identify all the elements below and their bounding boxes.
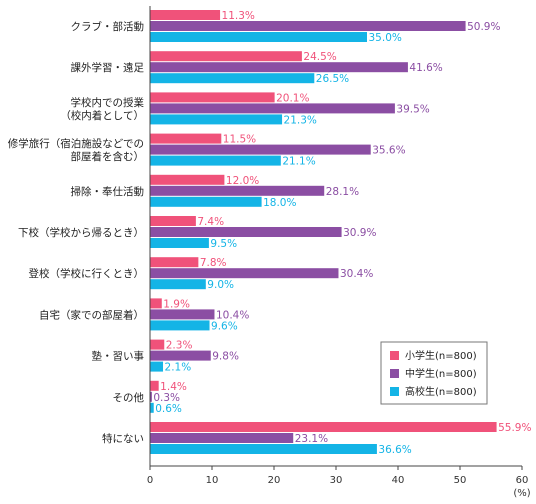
- data-label: 2.1%: [165, 362, 192, 374]
- category-label: クラブ・部活動: [71, 20, 145, 33]
- bar: [150, 92, 275, 103]
- data-label: 35.6%: [372, 145, 405, 157]
- data-label: 1.4%: [160, 381, 187, 393]
- data-label: 35.0%: [369, 32, 402, 44]
- bar: [150, 391, 152, 402]
- data-label: 21.1%: [282, 156, 315, 168]
- bar: [150, 279, 206, 290]
- unit-label: (%): [513, 488, 530, 499]
- category-label: 課外学習・遠足: [71, 61, 145, 74]
- bar: [150, 227, 342, 237]
- bar: [150, 133, 222, 144]
- data-label: 30.4%: [340, 268, 373, 280]
- legend-swatch: [390, 387, 399, 396]
- data-label: 24.5%: [303, 51, 336, 63]
- bar: [150, 10, 221, 20]
- legend-label: 中学生(n=800): [405, 367, 477, 380]
- bar: [150, 433, 294, 443]
- bar: [150, 444, 377, 454]
- data-label: 1.9%: [163, 298, 190, 310]
- bar: [150, 103, 395, 114]
- bar: [150, 380, 159, 391]
- category-label: 部屋着を含む）: [71, 150, 145, 163]
- category-label: 塾・習い事: [92, 350, 145, 363]
- bar: [150, 114, 283, 125]
- legend-label: 小学生(n=800): [405, 349, 477, 362]
- legend-label: 高校生(n=800): [405, 385, 477, 398]
- category-label: 修学旅行（宿泊施設などでの: [8, 137, 144, 150]
- tick-label: 40: [392, 475, 405, 486]
- bar: [150, 144, 371, 155]
- bar: [150, 309, 215, 320]
- data-label: 11.5%: [223, 134, 256, 146]
- data-label: 9.6%: [211, 320, 238, 332]
- data-label: 0.6%: [155, 403, 182, 415]
- data-label: 20.1%: [276, 92, 309, 104]
- legend-swatch: [390, 369, 399, 378]
- data-label: 2.3%: [166, 340, 193, 352]
- bar: [150, 361, 164, 372]
- data-label: 9.5%: [210, 238, 237, 250]
- category-label: 登校（学校に行くとき）: [29, 267, 145, 280]
- data-label: 11.3%: [222, 10, 255, 22]
- tick-label: 10: [206, 475, 219, 486]
- category-label: 特にない: [102, 433, 144, 445]
- data-label: 41.6%: [409, 62, 442, 74]
- bar: [150, 268, 339, 279]
- bar: [150, 350, 211, 361]
- bar: [150, 73, 315, 84]
- data-label: 0.3%: [153, 392, 180, 404]
- bar: [150, 155, 281, 166]
- data-label: 50.9%: [467, 21, 500, 33]
- bar: [150, 174, 225, 185]
- bar: [150, 62, 408, 73]
- legend-swatch: [390, 351, 399, 360]
- data-label: 7.8%: [200, 257, 227, 269]
- data-label: 18.0%: [263, 197, 296, 209]
- category-label: 学校内での授業: [71, 96, 145, 109]
- bar: [150, 185, 325, 196]
- tick-label: 50: [454, 475, 467, 486]
- bar: [150, 51, 302, 62]
- data-label: 21.3%: [284, 114, 317, 126]
- category-label: 掃除・奉仕活動: [71, 185, 145, 198]
- tick-label: 60: [516, 475, 529, 486]
- bar: [150, 339, 165, 350]
- data-label: 28.1%: [326, 186, 359, 198]
- bar: [150, 402, 154, 413]
- data-label: 26.5%: [316, 73, 349, 85]
- bar: [150, 21, 466, 31]
- bar: [150, 238, 209, 248]
- category-label: 下校（学校から帰るとき）: [18, 226, 144, 239]
- tick-label: 30: [330, 475, 343, 486]
- data-label: 55.9%: [498, 422, 531, 434]
- tick-label: 0: [147, 475, 153, 486]
- bar: [150, 422, 497, 432]
- bar: [150, 298, 162, 309]
- bar: [150, 257, 199, 268]
- tick-label: 20: [268, 475, 281, 486]
- data-label: 23.1%: [295, 433, 328, 445]
- category-label: （校内着として）: [60, 109, 144, 122]
- data-label: 7.4%: [197, 216, 224, 228]
- data-label: 9.8%: [212, 351, 239, 363]
- data-label: 30.9%: [343, 227, 376, 239]
- data-label: 12.0%: [226, 175, 259, 187]
- bar: [150, 216, 196, 226]
- data-label: 9.0%: [207, 279, 234, 291]
- category-label: その他: [113, 391, 145, 404]
- data-label: 36.6%: [378, 444, 411, 456]
- bar: [150, 196, 262, 207]
- bar: [150, 32, 367, 42]
- data-label: 39.5%: [396, 103, 429, 115]
- bar: [150, 320, 210, 331]
- category-label: 自宅（家での部屋着）: [39, 308, 144, 321]
- data-label: 10.4%: [216, 309, 249, 321]
